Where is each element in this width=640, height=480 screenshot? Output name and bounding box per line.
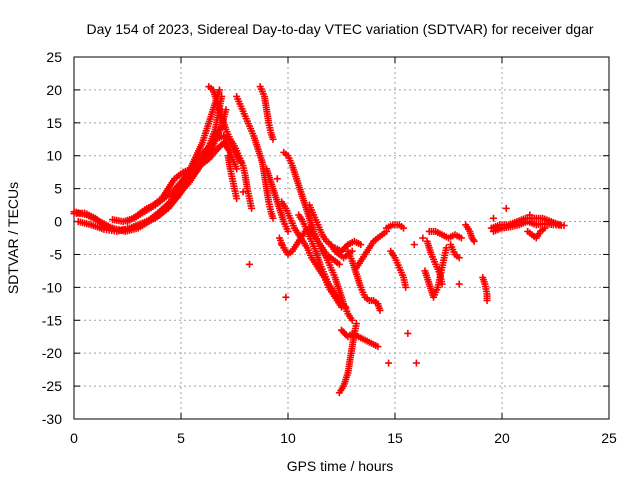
axis-ticks [73,56,610,420]
data-point [273,175,281,183]
data-point [455,280,463,288]
data-point [284,227,292,235]
data-point [376,306,384,314]
x-tick-labels: 0 5 10 15 20 25 [70,430,617,446]
data-point [541,224,549,232]
data-point [269,214,277,222]
data-point [483,297,491,305]
chart-title: Day 154 of 2023, Sidereal Day-to-day VTE… [86,21,593,37]
data-point [402,283,410,291]
data-point [457,234,465,242]
data-point [216,86,224,94]
data-point [357,241,365,249]
data-point [218,92,226,100]
x-axis-label: GPS time / hours [287,458,394,474]
data-point [335,260,343,268]
data-point [348,316,356,324]
y-tick-label: -25 [42,378,62,394]
x-tick-label: 5 [177,430,185,446]
data-point [233,165,241,173]
data-points [70,83,568,397]
data-point [400,224,408,232]
data-point [282,293,290,301]
data-point [419,234,427,242]
data-point [233,195,241,203]
data-point [269,135,277,143]
data-point [410,241,418,249]
y-tick-label: -15 [42,312,62,328]
y-tick-label: 15 [46,115,62,131]
y-tick-label: -30 [42,411,62,427]
data-point [239,188,247,196]
y-tick-labels: -30 -25 -20 -15 -10 -5 0 5 10 15 20 25 [42,49,62,427]
data-point [442,244,450,252]
data-point [502,204,510,212]
y-tick-label: -5 [50,246,63,262]
data-point [560,221,568,229]
x-tick-label: 20 [494,430,510,446]
data-point [374,343,382,351]
grid-lines [74,57,609,419]
data-point [404,329,412,337]
y-axis-label: SDTVAR / TECUs [5,182,21,294]
data-point [489,214,497,222]
y-tick-label: 20 [46,82,62,98]
x-tick-label: 10 [280,430,296,446]
y-tick-label: 5 [54,181,62,197]
y-tick-label: 10 [46,148,62,164]
data-point [342,303,350,311]
data-point [352,320,360,328]
data-point [455,254,463,262]
y-tick-label: 25 [46,49,62,65]
data-point [385,359,393,367]
data-point [278,241,286,249]
y-tick-label: -20 [42,345,62,361]
plot-frame [73,56,610,420]
data-point [248,204,256,212]
data-point [470,237,478,245]
data-point [245,260,253,268]
data-point [526,211,534,219]
x-tick-label: 0 [70,430,78,446]
x-tick-label: 25 [601,430,617,446]
y-tick-label: 0 [54,214,62,230]
y-tick-label: -10 [42,279,62,295]
x-tick-label: 15 [387,430,403,446]
data-point [412,359,420,367]
data-point [222,106,230,114]
